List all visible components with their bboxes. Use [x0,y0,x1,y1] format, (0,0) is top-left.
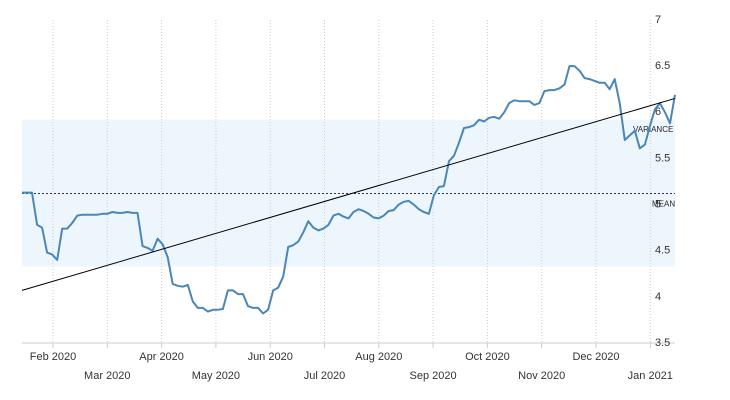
x-tick-label: Mar 2020 [84,370,130,382]
y-tick-label: 4 [655,291,661,303]
x-tick-label: Dec 2020 [572,351,619,363]
y-tick-label: 6 [655,106,661,118]
y-tick-label: 3.5 [655,337,670,349]
variance-label: VARIANCE [633,125,673,134]
y-tick-label: 4.5 [655,245,670,257]
data-line [22,65,676,315]
x-tick-label: Jun 2020 [248,351,293,363]
y-tick-label: 5.5 [655,152,670,164]
x-tick-label: Nov 2020 [518,370,565,382]
y-tick-label: 7 [655,14,661,26]
x-tick-label: Oct 2020 [465,351,510,363]
x-tick-label: Jul 2020 [304,370,346,382]
mean-label: MEAN [652,200,675,209]
x-tick-label: Sep 2020 [410,370,457,382]
x-tick-label: Aug 2020 [355,351,402,363]
trend-line [21,97,676,291]
x-tick-label: Apr 2020 [139,351,184,363]
x-tick-label: Feb 2020 [30,351,76,363]
x-tick-label: May 2020 [192,370,240,382]
y-tick-label: 6.5 [655,60,670,72]
x-tick-label: Jan 2021 [628,370,673,382]
y-tick-label: 5 [655,198,661,210]
